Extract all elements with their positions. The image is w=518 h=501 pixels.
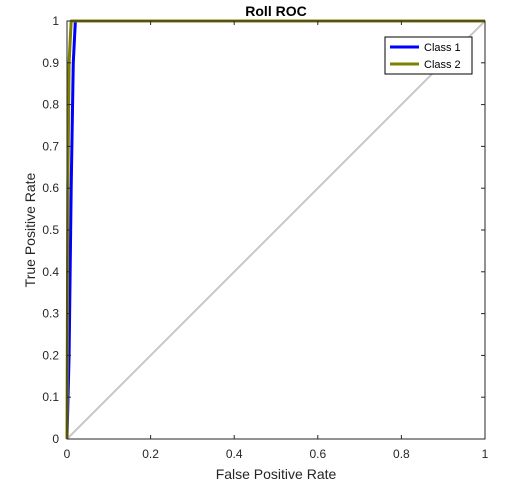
legend-label-class-1: Class 1 bbox=[424, 42, 461, 54]
y-tick-label: 0.2 bbox=[42, 348, 59, 362]
legend-box bbox=[384, 36, 473, 75]
reference-layer bbox=[66, 20, 486, 440]
x-tick-label: 1 bbox=[482, 447, 489, 461]
y-tick-label: 0.8 bbox=[42, 98, 59, 112]
x-tick-label: 0.6 bbox=[309, 447, 326, 461]
y-tick-label: 0.1 bbox=[42, 390, 59, 404]
x-tick-label: 0.4 bbox=[226, 447, 243, 461]
x-ticks: 0 0.2 0.4 0.6 0.8 1 bbox=[64, 21, 489, 461]
legend-label-class-2: Class 2 bbox=[424, 59, 461, 71]
x-tick-label: 0 bbox=[64, 447, 71, 461]
y-axis-label: True Positive Rate bbox=[22, 172, 38, 287]
y-tick-label: 0 bbox=[52, 432, 59, 446]
y-ticks: 0 0.1 0.2 0.3 0.4 0.5 0.6 0.7 0.8 0.9 1 bbox=[42, 14, 485, 446]
legend: Class 1 Class 2 bbox=[384, 36, 473, 75]
y-tick-label: 1 bbox=[52, 14, 59, 28]
y-tick-label: 0.9 bbox=[42, 56, 59, 70]
y-tick-label: 0.3 bbox=[42, 307, 59, 321]
x-axis-label: False Positive Rate bbox=[216, 466, 337, 482]
x-tick-label: 0.2 bbox=[142, 447, 159, 461]
reference-diagonal-line bbox=[66, 20, 486, 440]
y-tick-label: 0.4 bbox=[42, 265, 59, 279]
x-tick-label: 0.8 bbox=[393, 447, 410, 461]
y-tick-label: 0.5 bbox=[42, 223, 59, 237]
y-tick-label: 0.6 bbox=[42, 181, 59, 195]
y-tick-label: 0.7 bbox=[42, 139, 59, 153]
chart-title: Roll ROC bbox=[245, 3, 306, 19]
